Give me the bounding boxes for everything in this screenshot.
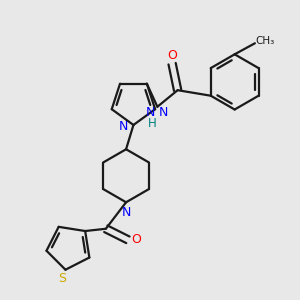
Text: O: O [167,49,177,62]
Text: N: N [146,106,155,119]
Text: N: N [118,120,128,133]
Text: N: N [122,206,131,219]
Text: CH₃: CH₃ [256,36,275,46]
Text: H: H [148,117,156,130]
Text: S: S [58,272,66,285]
Text: O: O [131,233,141,246]
Text: N: N [158,106,168,118]
